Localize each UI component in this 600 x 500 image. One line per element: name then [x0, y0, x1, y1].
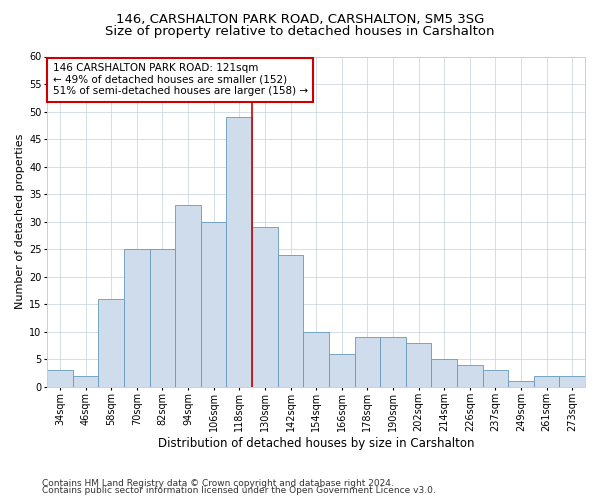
Bar: [482, 370, 508, 386]
Bar: [124, 249, 149, 386]
Bar: [329, 354, 355, 386]
Bar: [47, 370, 73, 386]
Text: Contains public sector information licensed under the Open Government Licence v3: Contains public sector information licen…: [42, 486, 436, 495]
Bar: [380, 337, 406, 386]
Bar: [201, 222, 226, 386]
Bar: [406, 342, 431, 386]
Bar: [508, 381, 534, 386]
Bar: [73, 376, 98, 386]
Text: 146, CARSHALTON PARK ROAD, CARSHALTON, SM5 3SG: 146, CARSHALTON PARK ROAD, CARSHALTON, S…: [116, 12, 484, 26]
Bar: [304, 332, 329, 386]
Bar: [226, 117, 252, 386]
Bar: [149, 249, 175, 386]
Bar: [431, 359, 457, 386]
Text: Contains HM Land Registry data © Crown copyright and database right 2024.: Contains HM Land Registry data © Crown c…: [42, 478, 394, 488]
X-axis label: Distribution of detached houses by size in Carshalton: Distribution of detached houses by size …: [158, 437, 475, 450]
Y-axis label: Number of detached properties: Number of detached properties: [15, 134, 25, 309]
Bar: [559, 376, 585, 386]
Bar: [457, 364, 482, 386]
Text: Size of property relative to detached houses in Carshalton: Size of property relative to detached ho…: [105, 25, 495, 38]
Text: 146 CARSHALTON PARK ROAD: 121sqm
← 49% of detached houses are smaller (152)
51% : 146 CARSHALTON PARK ROAD: 121sqm ← 49% o…: [53, 63, 308, 96]
Bar: [98, 298, 124, 386]
Bar: [252, 227, 278, 386]
Bar: [355, 337, 380, 386]
Bar: [534, 376, 559, 386]
Bar: [175, 205, 201, 386]
Bar: [278, 254, 304, 386]
